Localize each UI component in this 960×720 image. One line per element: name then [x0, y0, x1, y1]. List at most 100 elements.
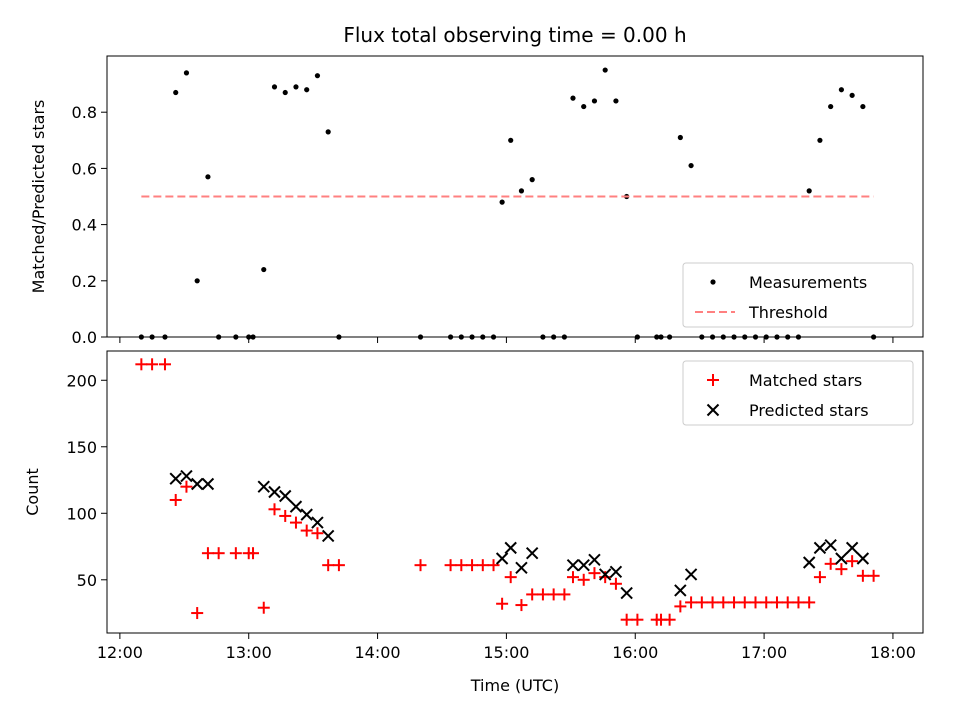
- measurement-point: [508, 137, 514, 143]
- matched-star-point: [706, 596, 719, 609]
- bottom-y-tick-label: 50: [77, 571, 97, 590]
- matched-star-point: [300, 524, 313, 537]
- predicted-star-point: [504, 541, 517, 555]
- legend-box: [682, 360, 914, 426]
- matched-star-point: [247, 547, 260, 560]
- predicted-star-point-stroke: [257, 480, 270, 493]
- top-y-tick-label: 0.2: [72, 272, 97, 291]
- predicted-star-point: [289, 500, 303, 513]
- predicted-star-point: [201, 477, 215, 491]
- matched-star-point: [332, 559, 345, 572]
- series-matched-stars: [135, 358, 880, 626]
- predicted-star-point: [321, 529, 335, 543]
- matched-star-point: [867, 569, 880, 582]
- predicted-star-point: [257, 480, 270, 493]
- matched-star-point: [135, 358, 148, 371]
- matched-star-point: [268, 503, 281, 516]
- measurement-point: [173, 89, 179, 96]
- bottom-y-axis-label: Count: [23, 468, 42, 516]
- matched-star-point: [835, 563, 848, 576]
- predicted-star-point: [268, 485, 281, 499]
- matched-star-point: [322, 559, 335, 572]
- predicted-star-point-stroke: [300, 508, 313, 521]
- matched-star-point: [685, 596, 698, 609]
- predicted-star-point-stroke: [268, 485, 281, 499]
- measurement-point: [591, 98, 598, 104]
- legend-swatch: [706, 403, 720, 417]
- predicted-star-point-stroke: [495, 552, 509, 565]
- matched-star-point: [813, 571, 826, 584]
- x-tick-label: 18:00: [870, 643, 916, 662]
- measurement-point: [849, 92, 855, 98]
- measurement-point: [293, 84, 299, 90]
- measurement-point: [828, 103, 834, 110]
- predicted-star-point-stroke: [180, 469, 193, 483]
- matched-star-point: [588, 567, 601, 580]
- bottom-y-tick-label: 200: [66, 371, 97, 390]
- predicted-star-point: [495, 552, 509, 565]
- matched-star-point: [781, 596, 794, 609]
- predicted-star-point-stroke: [515, 561, 528, 575]
- predicted-star-point: [566, 558, 580, 572]
- predicted-star-point: [577, 558, 590, 572]
- predicted-star-point-stroke: [588, 553, 601, 567]
- predicted-star-point-stroke: [504, 541, 517, 555]
- matched-star-point: [158, 358, 171, 371]
- predicted-star-point: [684, 568, 698, 581]
- matched-star-point: [311, 527, 324, 540]
- measurement-point: [529, 177, 535, 183]
- top-legend: Measurements Threshold: [682, 262, 914, 328]
- measurement-point: [817, 137, 823, 143]
- matched-star-point: [846, 555, 859, 568]
- predicted-star-point-stroke: [169, 472, 182, 485]
- matched-star-point: [444, 559, 457, 572]
- matched-star-point: [566, 571, 579, 584]
- predicted-star-point-stroke: [566, 558, 580, 572]
- matched-star-point: [455, 559, 468, 572]
- predicted-star-point-stroke: [802, 556, 816, 569]
- predicted-star-point: [311, 516, 324, 529]
- top-frame: [106, 55, 924, 338]
- matched-star-point: [257, 601, 270, 614]
- matched-star-point: [749, 596, 762, 609]
- predicted-star-point: [180, 469, 193, 483]
- legend-swatch: [707, 374, 719, 386]
- matched-star-point: [180, 480, 193, 493]
- predicted-star-point-stroke: [684, 568, 698, 581]
- measurement-point: [860, 103, 866, 110]
- matched-star-point: [515, 599, 528, 612]
- measurement-point: [194, 278, 200, 284]
- predicted-star-point: [190, 477, 204, 491]
- matched-star-point: [770, 596, 783, 609]
- measurement-point: [838, 87, 845, 93]
- predicted-star-point: [525, 546, 539, 560]
- measurement-point: [205, 174, 211, 180]
- predicted-star-point: [856, 552, 870, 565]
- legend-swatch: [710, 279, 716, 285]
- predicted-star-point: [169, 472, 182, 485]
- predicted-star-point-stroke: [845, 541, 859, 555]
- predicted-star-point: [588, 553, 601, 567]
- x-axis-label: Time (UTC): [470, 676, 559, 695]
- measurement-point: [688, 162, 694, 169]
- matched-star-point: [201, 547, 214, 560]
- predicted-star-point: [835, 552, 848, 565]
- matched-star-point: [760, 596, 773, 609]
- matched-star-point: [674, 600, 687, 613]
- matched-star-point: [191, 607, 204, 620]
- measurement-point: [183, 70, 190, 76]
- predicted-star-point: [598, 568, 612, 581]
- matched-star-point: [496, 597, 509, 610]
- matched-star-point: [466, 559, 479, 572]
- matched-star-point: [504, 571, 517, 584]
- predicted-star-point-stroke: [321, 529, 335, 543]
- top-y-axis-label: Matched/Predicted stars: [29, 100, 48, 294]
- matched-star-point: [695, 596, 708, 609]
- top-y-tick-label: 0.6: [72, 159, 97, 178]
- predicted-star-point-stroke: [289, 500, 303, 513]
- predicted-star-point: [515, 561, 528, 575]
- bottom-frame: [106, 350, 924, 634]
- series-predicted-stars: [169, 469, 870, 600]
- x-tick-label: 16:00: [612, 643, 658, 662]
